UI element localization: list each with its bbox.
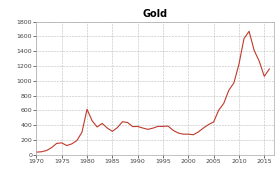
Title: Gold: Gold <box>143 9 168 19</box>
